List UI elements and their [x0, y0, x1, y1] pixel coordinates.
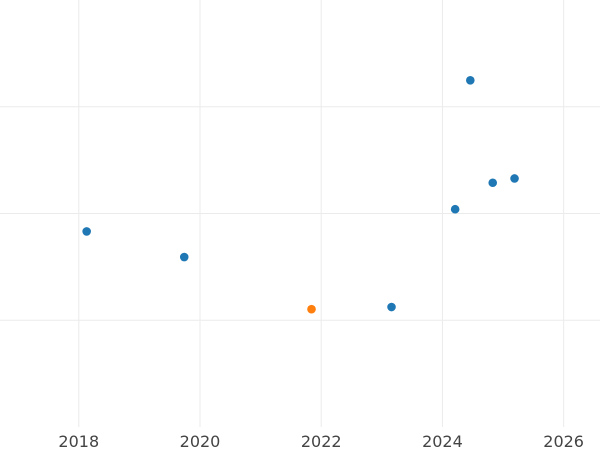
data-point-s0-4: [466, 75, 475, 85]
x-axis-tick-labels: 2018 2020 2022 2024 2026: [58, 432, 584, 450]
x-tick-label-3: 2024: [422, 432, 463, 450]
x-tick-label-2: 2022: [301, 432, 342, 450]
data-points: [82, 75, 519, 314]
data-point-s0-5: [488, 178, 498, 188]
x-tick-label-4: 2026: [543, 432, 584, 450]
data-point-s0-2: [387, 302, 396, 312]
data-point-s0-3: [450, 204, 460, 214]
x-tick-label-0: 2018: [58, 432, 99, 450]
x-tick-label-1: 2020: [180, 432, 221, 450]
data-point-s0-0: [82, 227, 91, 236]
gridlines: [0, 0, 600, 427]
data-point-s0-6: [510, 174, 519, 183]
data-point-s1-0: [307, 304, 316, 314]
data-point-s0-1: [179, 252, 189, 262]
